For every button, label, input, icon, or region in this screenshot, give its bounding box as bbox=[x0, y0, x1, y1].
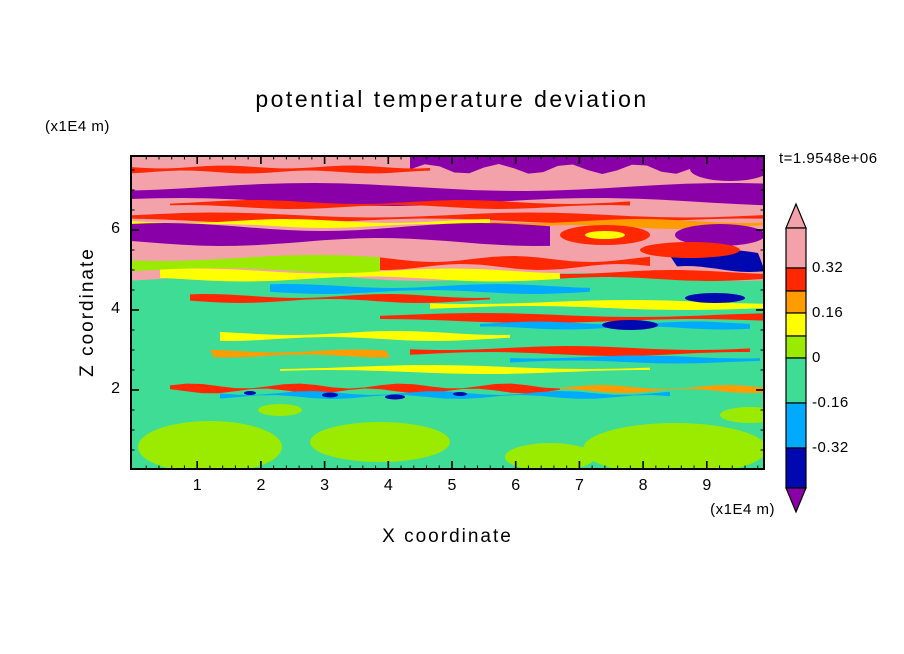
contour-band bbox=[170, 383, 560, 394]
colorbar-tick-labels: 0.32 0.16 0 -0.16 -0.32 bbox=[812, 200, 898, 520]
contour-band bbox=[280, 365, 650, 374]
colorbar-segment bbox=[785, 335, 807, 359]
contour-band bbox=[130, 219, 490, 228]
x-axis-unit-label: (x1E4 m) bbox=[710, 501, 775, 518]
contour-blob bbox=[258, 404, 302, 416]
contour-band bbox=[510, 355, 760, 364]
contour-band bbox=[220, 331, 510, 341]
contour-blob bbox=[675, 224, 765, 246]
contour-blob bbox=[690, 157, 765, 181]
colorbar-segment bbox=[785, 357, 807, 404]
y-tick-label: 4 bbox=[111, 300, 120, 317]
y-axis-unit-label: (x1E4 m) bbox=[45, 118, 110, 135]
colorbar-tick-label: -0.32 bbox=[812, 439, 849, 456]
y-axis-tick-labels: 2 4 6 bbox=[70, 155, 120, 470]
contour-band bbox=[130, 165, 430, 174]
y-tick-label: 2 bbox=[111, 380, 120, 397]
plot-area bbox=[130, 155, 765, 470]
contour-blob bbox=[720, 407, 765, 423]
x-tick-label: 2 bbox=[256, 477, 266, 494]
colorbar-segment bbox=[785, 402, 807, 449]
contour-field bbox=[130, 155, 765, 470]
contour-band bbox=[130, 255, 380, 274]
contour-blob bbox=[585, 231, 625, 239]
colorbar-segment bbox=[785, 447, 807, 489]
contour-blob bbox=[640, 242, 740, 258]
x-tick-label: 3 bbox=[320, 477, 330, 494]
chart-title: potential temperature deviation bbox=[255, 86, 649, 112]
colorbar-segment bbox=[785, 267, 807, 292]
colorbar-tick-label: 0.32 bbox=[812, 259, 844, 276]
colorbar-tick-label: 0 bbox=[812, 349, 821, 366]
x-axis-title: X coordinate bbox=[382, 526, 513, 547]
colorbar-segment bbox=[785, 290, 807, 314]
contour-band bbox=[410, 346, 750, 356]
x-tick-label: 5 bbox=[447, 477, 457, 494]
contour-blob bbox=[322, 392, 338, 398]
x-axis-tick-labels: 1 2 3 4 5 6 7 8 9 bbox=[130, 477, 765, 499]
contour-band bbox=[160, 268, 560, 282]
plot-frame bbox=[130, 155, 765, 470]
colorbar bbox=[785, 202, 807, 514]
contour-layers bbox=[130, 155, 765, 470]
y-tick-label: 6 bbox=[111, 220, 120, 237]
colorbar-arrow-up bbox=[785, 202, 807, 229]
contour-band bbox=[560, 385, 765, 393]
contour-blob bbox=[505, 443, 595, 470]
time-annotation: t=1.9548e+06 bbox=[779, 150, 878, 167]
contour-band bbox=[560, 270, 765, 281]
colorbar-segment bbox=[785, 312, 807, 337]
contour-band bbox=[270, 284, 590, 294]
contour-blob bbox=[453, 392, 467, 396]
contour-blob bbox=[244, 391, 256, 395]
contour-blob bbox=[310, 422, 450, 462]
contour-band bbox=[430, 300, 765, 310]
x-tick-label: 6 bbox=[511, 477, 521, 494]
colorbar-segment bbox=[785, 227, 807, 269]
contour-blob bbox=[602, 320, 658, 330]
colorbar-tick-label: 0.16 bbox=[812, 304, 844, 321]
x-tick-label: 4 bbox=[383, 477, 393, 494]
colorbar-arrow-down bbox=[785, 487, 807, 514]
contour-band bbox=[380, 313, 765, 323]
x-tick-label: 7 bbox=[574, 477, 584, 494]
contour-band bbox=[170, 200, 630, 209]
contour-band bbox=[380, 256, 650, 270]
contour-blob bbox=[385, 394, 405, 400]
contour-band bbox=[410, 155, 765, 174]
contour-band bbox=[130, 223, 550, 246]
x-tick-label: 1 bbox=[192, 477, 202, 494]
contour-blob bbox=[583, 423, 765, 470]
colorbar-tick-label: -0.16 bbox=[812, 394, 849, 411]
x-tick-label: 8 bbox=[638, 477, 648, 494]
x-tick-label: 9 bbox=[702, 477, 712, 494]
contour-blob bbox=[138, 421, 282, 470]
contour-band bbox=[210, 349, 390, 358]
contour-band bbox=[190, 294, 490, 303]
contour-band bbox=[130, 183, 765, 206]
contour-blob bbox=[685, 293, 745, 303]
